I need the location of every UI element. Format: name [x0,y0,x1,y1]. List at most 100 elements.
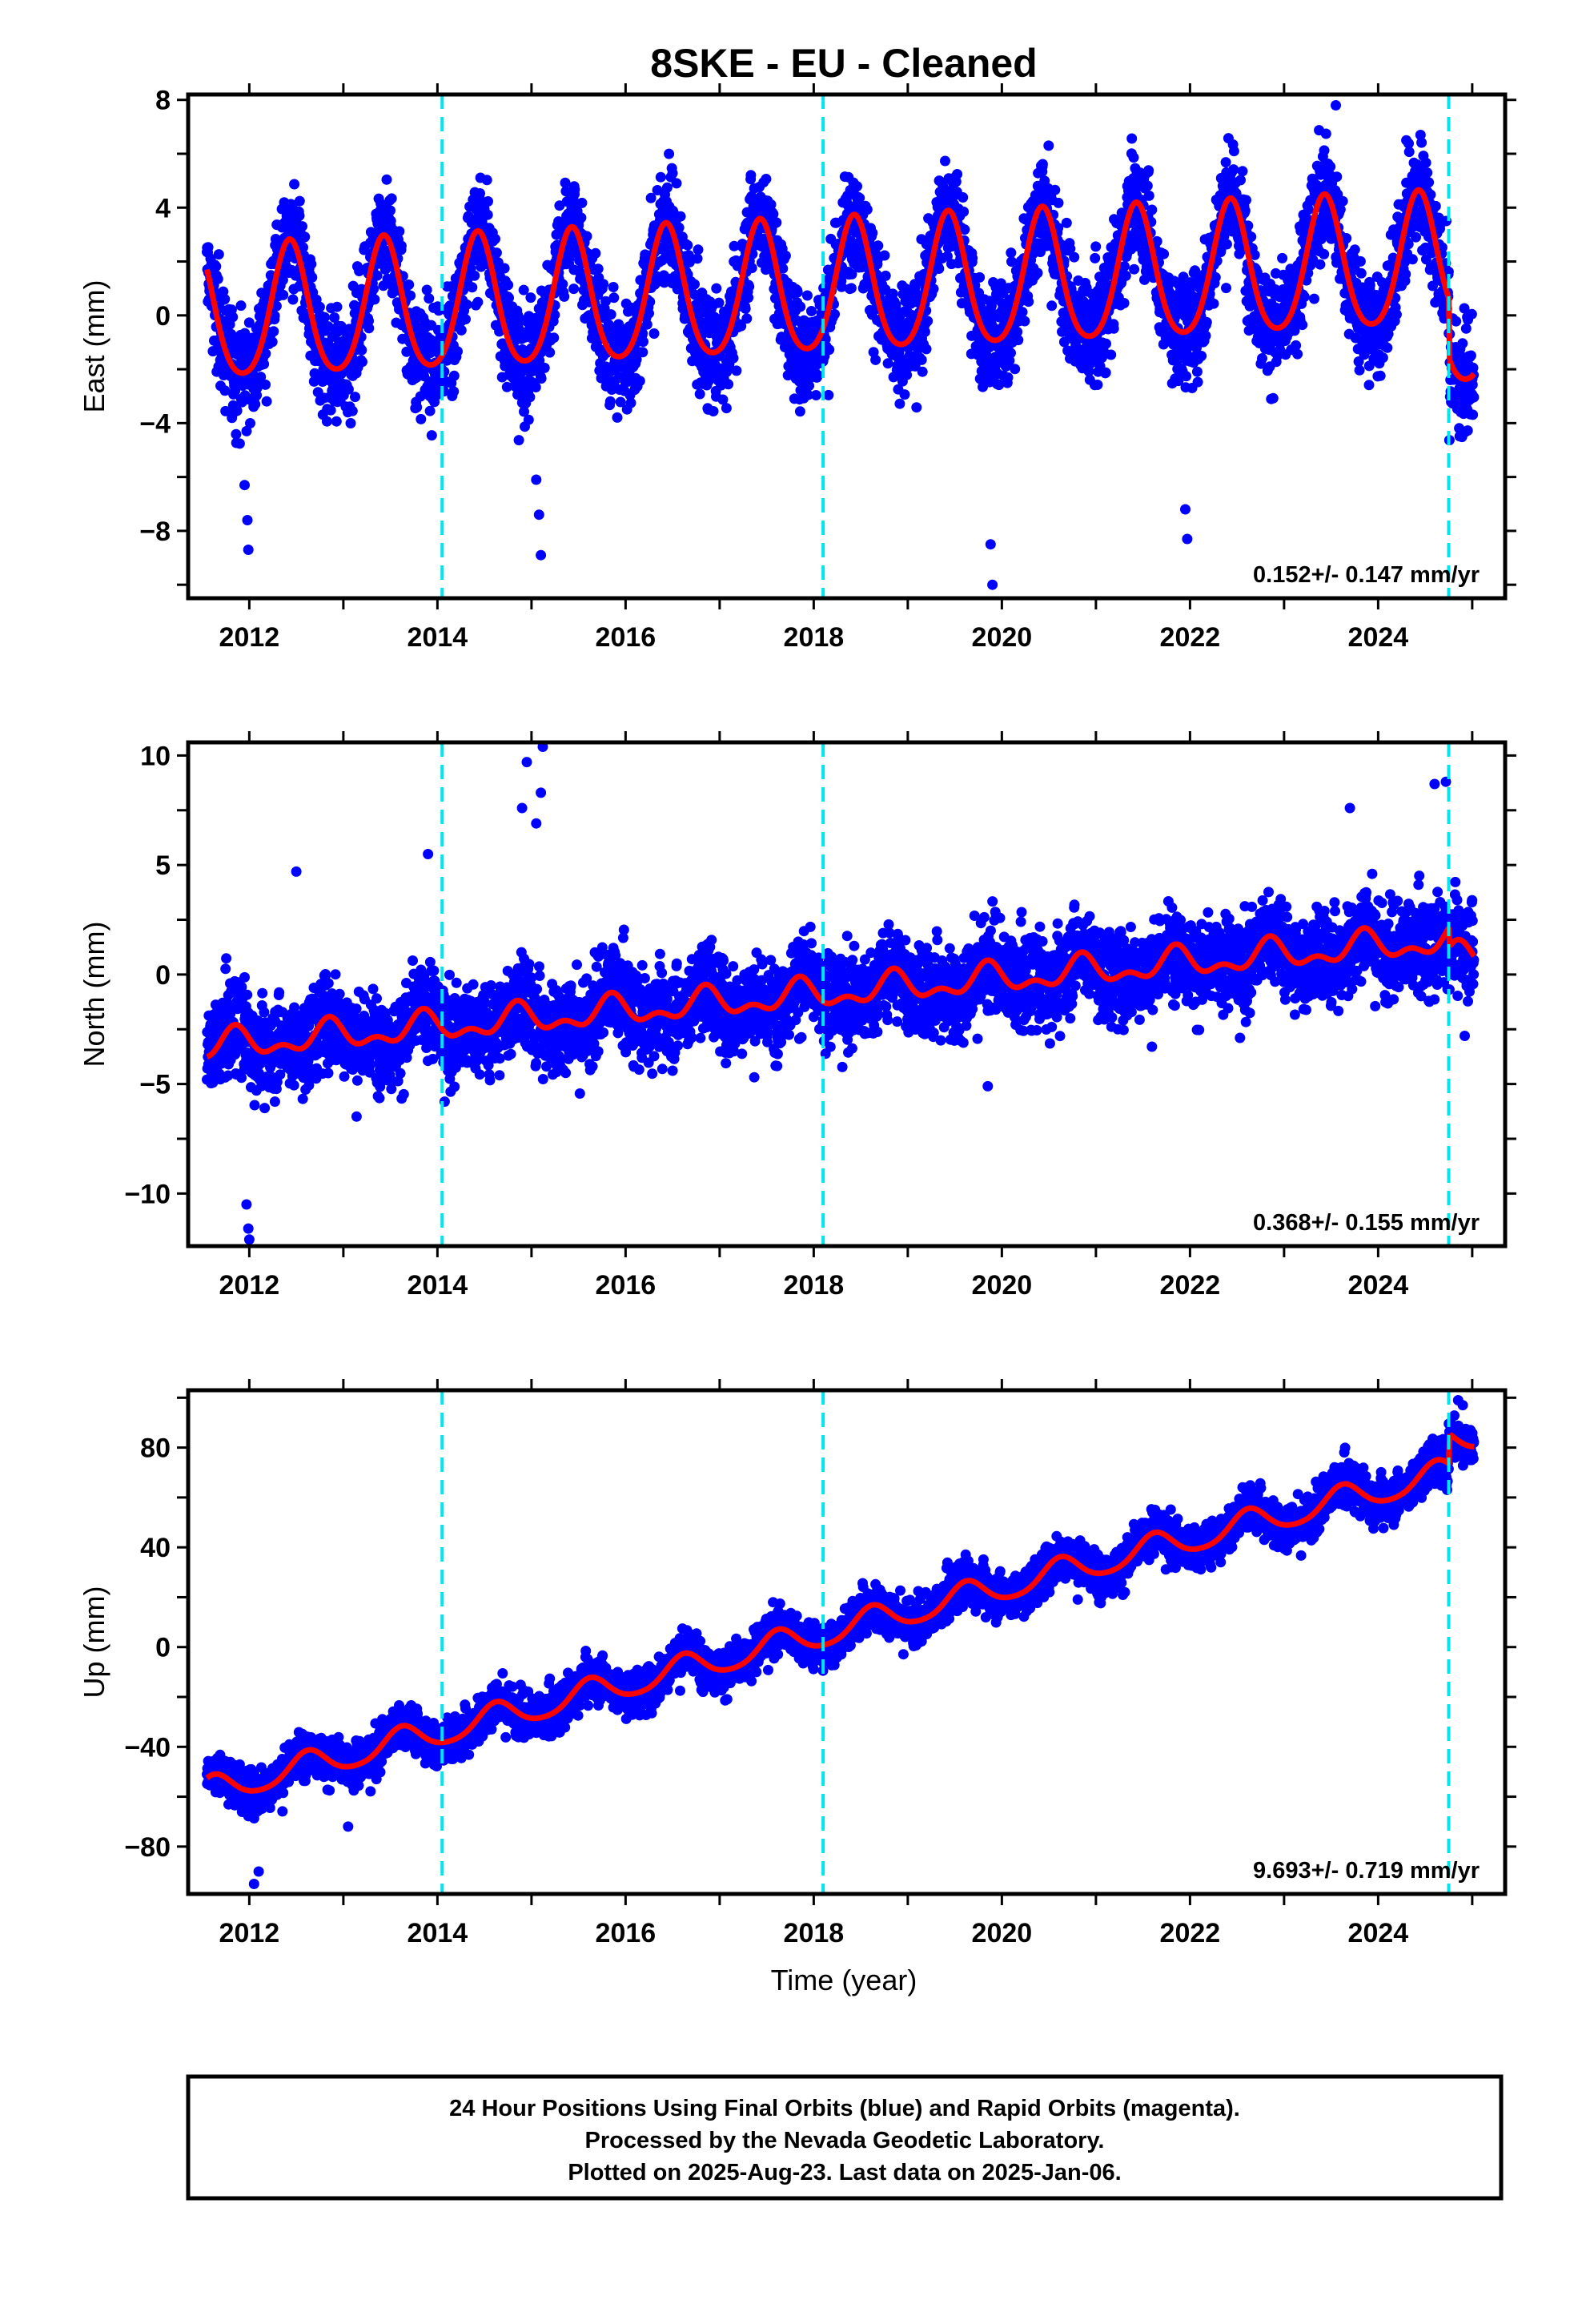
data-point [1180,504,1191,515]
data-point [325,404,336,416]
data-point [294,195,305,207]
data-point [1201,316,1212,328]
data-point [1423,177,1435,188]
data-point [1415,130,1426,140]
data-point [220,405,231,416]
data-point [467,282,478,293]
data-point [985,539,996,550]
data-point [548,332,560,344]
velocity-label: 0.152+/- 0.147 mm/yr [1253,562,1480,588]
data-point [475,188,485,199]
data-point [513,435,524,446]
data-point [689,279,700,290]
data-point [882,358,893,369]
data-point [531,474,542,485]
data-point [255,372,267,383]
data-point [416,413,427,424]
data-point [1032,267,1043,279]
data-point [893,347,905,358]
data-point [569,184,580,195]
data-point [1043,140,1054,151]
data-point [615,396,626,408]
data-point [1208,298,1219,309]
data-point [604,396,616,407]
data-point [652,185,663,195]
data-point [1191,366,1203,377]
data-point [1200,330,1211,341]
data-point [911,402,922,413]
data-point [804,380,815,392]
data-point [260,348,271,360]
data-point [664,148,675,159]
data-point [592,263,604,275]
x-tick-label: 2020 [972,622,1033,653]
data-point [306,259,317,270]
data-point [1151,235,1162,247]
data-point [1065,243,1076,255]
data-point [958,192,969,203]
data-point [1354,364,1365,376]
data-point [1391,309,1402,320]
data-point [261,396,272,407]
data-point [242,989,253,1000]
data-point [461,299,472,310]
data-point [792,287,803,298]
data-point [239,480,250,491]
data-point [1053,197,1064,208]
data-point [810,390,821,400]
data-point [321,416,332,427]
data-point [1083,366,1094,377]
data-point [671,178,682,189]
data-point [713,297,725,308]
data-point [1118,298,1130,308]
data-point [523,414,534,425]
data-point [1139,274,1150,285]
data-point [879,250,890,261]
data-point [483,196,493,207]
data-point [226,328,237,340]
data-point [1006,247,1017,259]
data-point [675,211,686,222]
data-point [590,247,601,259]
data-point [1465,350,1476,361]
data-point [655,171,666,183]
data-point [499,263,510,274]
data-point [717,394,729,405]
data-point [1210,271,1221,283]
data-point [356,344,367,356]
data-point [1196,351,1207,361]
y-tick-label: −4 [139,408,171,439]
data-point [740,303,751,314]
data-point [1120,270,1131,281]
data-points [202,742,1480,1245]
data-point [1320,128,1331,139]
y-tick-label: 0 [155,301,171,332]
data-point [394,226,405,237]
data-point [1118,261,1130,271]
data-point [917,366,928,377]
data-point [369,294,380,305]
data-point [661,182,673,193]
data-point [940,155,950,167]
data-point [974,271,986,283]
data-point [1239,205,1251,216]
data-point [267,336,278,348]
data-point [1235,175,1246,186]
data-point [307,271,318,283]
data-point [298,242,308,253]
data-point [452,346,463,357]
data-point [1143,190,1154,201]
data-point [448,370,460,381]
data-point [260,379,271,390]
data-point [1468,392,1480,403]
data-point [645,192,656,203]
data-point [448,386,460,397]
data-point [928,283,939,295]
data-point [371,270,383,281]
data-point [220,963,231,975]
data-point [343,384,354,395]
data-point [1303,204,1314,215]
data-point [1422,167,1433,179]
data-point [1012,326,1023,337]
data-point [239,971,250,983]
